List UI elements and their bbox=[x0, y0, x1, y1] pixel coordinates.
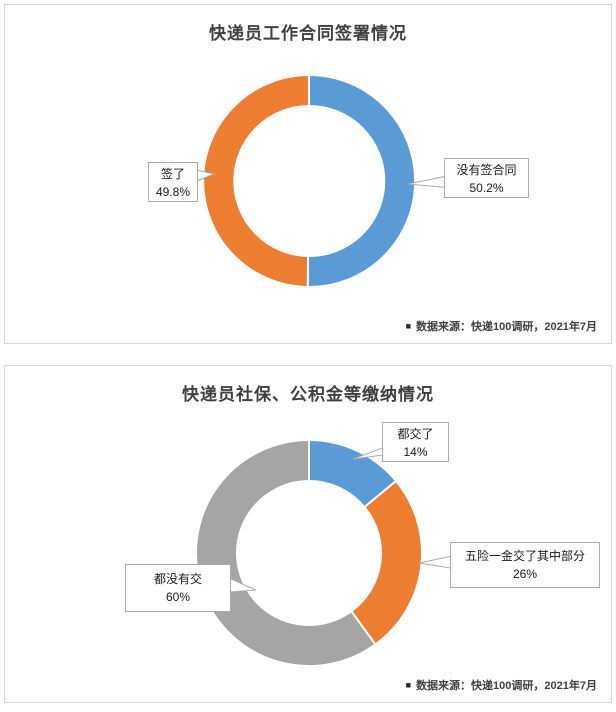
callout-value: 50.2% bbox=[469, 181, 504, 195]
source-note: ■ 数据来源：快递100调研，2021年7月 bbox=[406, 677, 597, 693]
donut-segment-2 bbox=[195, 438, 377, 667]
legend-square-icon: ■ bbox=[405, 321, 412, 331]
source-text: 数据来源：快递100调研，2021年7月 bbox=[416, 321, 597, 333]
callout-label: 没有签合同 bbox=[456, 163, 517, 177]
callout-value: 60% bbox=[165, 590, 191, 604]
source-text: 数据来源：快递100调研，2021年7月 bbox=[416, 680, 597, 692]
callout-not-signed: 没有签合同 50.2% bbox=[444, 158, 529, 198]
callout-label: 五险一金交了其中部分 bbox=[464, 549, 585, 563]
insurance-chart-panel: 快递员社保、公积金等缴纳情况 都交了 14% 五险一金交了其中部分 26% 都没… bbox=[4, 365, 612, 703]
callout-label: 签了 bbox=[160, 167, 185, 181]
callout-label: 都没有交 bbox=[153, 572, 202, 586]
callout-value: 26% bbox=[512, 567, 538, 581]
donut-segment-0 bbox=[306, 73, 417, 288]
callout-value: 49.8% bbox=[155, 185, 191, 199]
callout-partially-paid: 五险一金交了其中部分 26% bbox=[450, 542, 600, 588]
callout-signed: 签了 49.8% bbox=[148, 162, 198, 202]
donut-segment-1 bbox=[202, 73, 310, 289]
chart-title: 快递员社保、公积金等缴纳情况 bbox=[182, 385, 434, 404]
contract-chart-panel: 快递员工作合同签署情况 签了 49.8% 没有签合同 50.2% ■ 数据来源：快… bbox=[4, 4, 612, 344]
chart-title: 快递员工作合同签署情况 bbox=[209, 24, 407, 43]
legend-square-icon: ■ bbox=[405, 680, 412, 690]
donut-chart-insurance bbox=[195, 438, 458, 667]
callout-none-paid: 都没有交 60% bbox=[125, 564, 231, 612]
callout-value: 14% bbox=[403, 445, 428, 459]
source-note: ■ 数据来源：快递100调研，2021年7月 bbox=[406, 318, 597, 334]
callout-all-paid: 都交了 14% bbox=[382, 422, 449, 462]
callout-label: 都交了 bbox=[397, 427, 434, 441]
